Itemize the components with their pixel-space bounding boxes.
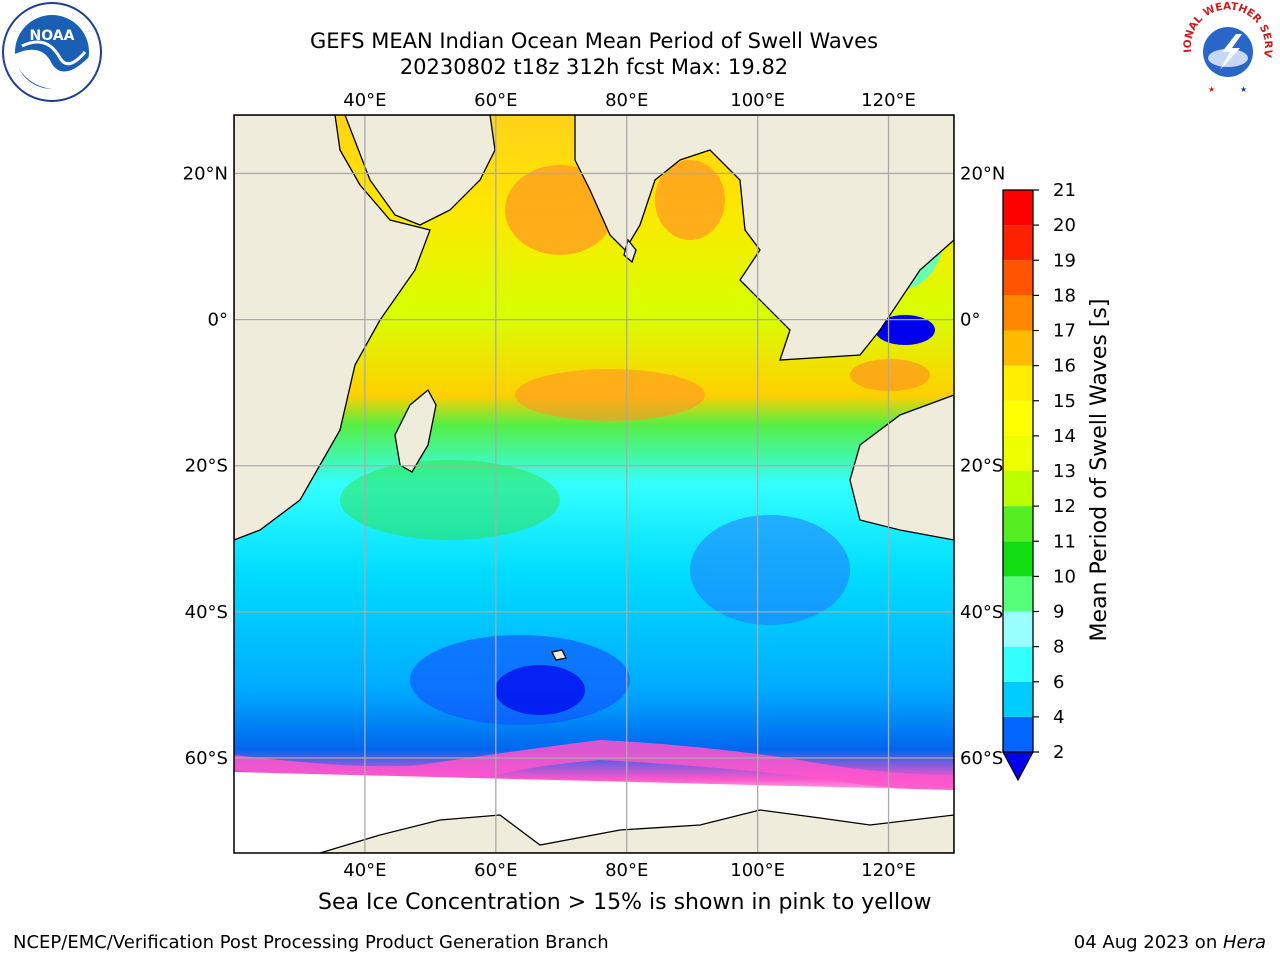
footer-date-text: 04 Aug 2023 on bbox=[1073, 932, 1223, 953]
colorbar-segment bbox=[1003, 716, 1033, 752]
lat-tick-label: 0° bbox=[960, 310, 980, 331]
lon-labels-bottom: 40°E 60°E 80°E 100°E 120°E bbox=[343, 860, 916, 881]
colorbar: 2 4 6 8 9 10 11 12 13 14 15 16 17 18 19 20 21 bbox=[1001, 180, 1076, 782]
colorbar-segment bbox=[1003, 646, 1033, 682]
colorbar-tick-label: 15 bbox=[1053, 391, 1076, 412]
colorbar-segment bbox=[1003, 330, 1033, 366]
colorbar-segment bbox=[1003, 365, 1033, 401]
footer-credit: NCEP/EMC/Verification Post Processing Pr… bbox=[13, 932, 609, 953]
map-frame bbox=[233, 114, 955, 854]
gridlines bbox=[234, 115, 954, 853]
lat-tick-label: 60°S bbox=[960, 748, 1003, 769]
colorbar-tick-label: 2 bbox=[1053, 742, 1064, 763]
lon-labels-top: 40°E 60°E 80°E 100°E 120°E bbox=[343, 90, 916, 111]
lon-tick-label: 60°E bbox=[474, 860, 517, 881]
noaa-logo-icon: NOAA bbox=[2, 2, 102, 102]
lat-tick-label: 20°N bbox=[960, 163, 1005, 184]
colorbar-segment bbox=[1003, 611, 1033, 647]
colorbar-tick-label: 11 bbox=[1053, 531, 1076, 552]
colorbar-segment bbox=[1003, 576, 1033, 612]
lon-tick-label: 60°E bbox=[474, 90, 517, 111]
lat-tick-label: 40°S bbox=[960, 602, 1003, 623]
lon-tick-label: 120°E bbox=[861, 860, 916, 881]
map-panel bbox=[234, 115, 954, 853]
land-masses bbox=[234, 115, 954, 853]
chart-subtitle: 20230802 t18z 312h fcst Max: 19.82 bbox=[399, 55, 789, 79]
lon-tick-label: 100°E bbox=[730, 90, 785, 111]
lat-labels-left: 20°N 0° 20°S 40°S 60°S bbox=[183, 163, 228, 769]
lat-tick-label: 20°S bbox=[185, 456, 228, 477]
svg-text:★: ★ bbox=[1208, 85, 1215, 94]
chart-title: GEFS MEAN Indian Ocean Mean Period of Sw… bbox=[309, 29, 879, 53]
colorbar-segment bbox=[1003, 471, 1033, 507]
noaa-logo-text: NOAA bbox=[30, 28, 75, 44]
lat-tick-label: 60°S bbox=[185, 748, 228, 769]
colorbar-tick-label: 14 bbox=[1053, 426, 1076, 447]
colorbar-tick-label: 17 bbox=[1053, 321, 1076, 342]
colorbar-tick-label: 21 bbox=[1053, 180, 1076, 201]
nws-logo-icon: NATIONAL WEATHER SERVICE ★ ★ bbox=[1178, 0, 1276, 98]
colorbar-tick-label: 4 bbox=[1053, 707, 1064, 728]
colorbar-segment bbox=[1003, 190, 1033, 226]
sea-ice-caption: Sea Ice Concentration > 15% is shown in … bbox=[318, 890, 932, 915]
colorbar-tick-label: 18 bbox=[1053, 285, 1076, 306]
svg-text:★: ★ bbox=[1240, 85, 1247, 94]
colorbar-segment bbox=[1003, 260, 1033, 296]
colorbar-label: Mean Period of Swell Waves [s] bbox=[1087, 299, 1112, 642]
lon-tick-label: 80°E bbox=[605, 90, 648, 111]
colorbar-tick-label: 16 bbox=[1053, 356, 1076, 377]
lon-tick-label: 120°E bbox=[861, 90, 916, 111]
colorbar-tick-label: 8 bbox=[1053, 637, 1064, 658]
lon-tick-label: 40°E bbox=[343, 90, 386, 111]
lon-tick-label: 80°E bbox=[605, 860, 648, 881]
colorbar-segment bbox=[1003, 435, 1033, 471]
lon-tick-label: 100°E bbox=[730, 860, 785, 881]
lat-tick-label: 0° bbox=[208, 310, 228, 331]
colorbar-tick-label: 13 bbox=[1053, 461, 1076, 482]
colorbar-tick-label: 20 bbox=[1053, 215, 1076, 236]
colorbar-segment bbox=[1003, 681, 1033, 717]
colorbar-under-arrow bbox=[1001, 751, 1035, 782]
colorbar-tick-label: 10 bbox=[1053, 566, 1076, 587]
lat-tick-label: 20°N bbox=[183, 163, 228, 184]
lat-tick-label: 40°S bbox=[185, 602, 228, 623]
colorbar-tick-label: 12 bbox=[1053, 496, 1076, 517]
lat-tick-label: 20°S bbox=[960, 456, 1003, 477]
footer-host: Hera bbox=[1222, 932, 1266, 953]
lat-labels-right: 20°N 0° 20°S 40°S 60°S bbox=[960, 163, 1005, 769]
colorbar-segment bbox=[1003, 506, 1033, 542]
footer-date: 04 Aug 2023 on Hera bbox=[1074, 932, 1266, 953]
colorbar-segment bbox=[1003, 295, 1033, 331]
lon-tick-label: 40°E bbox=[343, 860, 386, 881]
colorbar-segment bbox=[1003, 400, 1033, 436]
colorbar-segment bbox=[1003, 225, 1033, 261]
colorbar-segment bbox=[1003, 541, 1033, 577]
colorbar-tick-label: 19 bbox=[1053, 250, 1076, 271]
colorbar-tick-label: 6 bbox=[1053, 672, 1064, 693]
colorbar-tick-label: 9 bbox=[1053, 602, 1064, 623]
